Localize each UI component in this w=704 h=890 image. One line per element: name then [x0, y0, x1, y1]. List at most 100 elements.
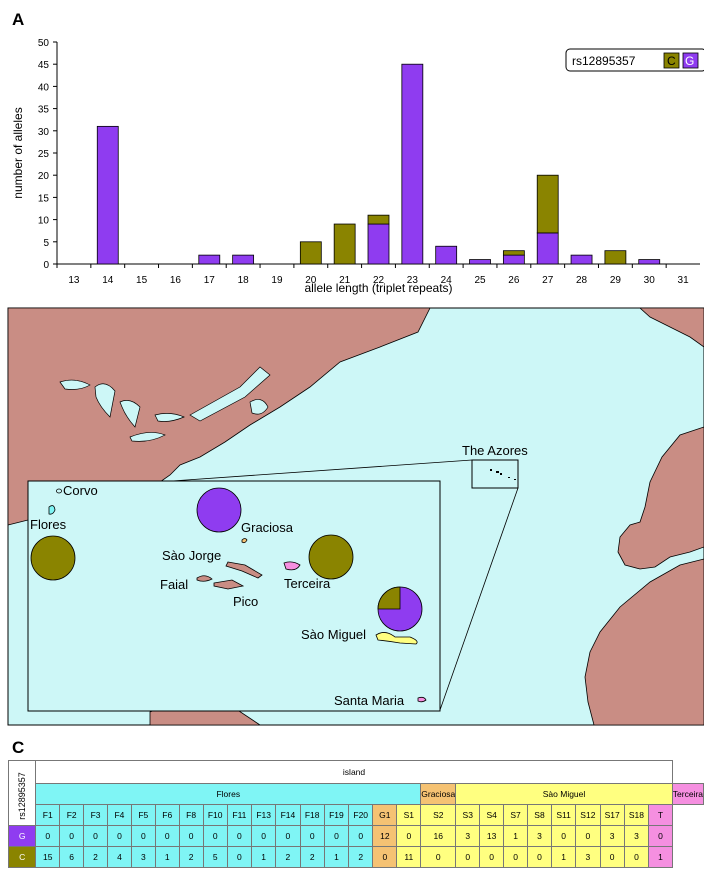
sample-header: S11 [550, 804, 577, 826]
azores-region-label: The Azores [462, 443, 528, 458]
count-cell: 1 [323, 846, 350, 868]
x-tick-label: 26 [508, 275, 520, 286]
x-tick-label: 19 [271, 275, 283, 286]
sample-header: S1 [396, 804, 422, 826]
sample-header: S3 [455, 804, 481, 826]
island-sao-miguel [375, 632, 418, 645]
y-tick-label: 20 [38, 171, 50, 182]
x-tick-label: 25 [474, 275, 486, 286]
x-tick-label: 22 [373, 275, 385, 286]
island-group-s-o-miguel: Sào Miguel [455, 783, 673, 805]
sample-header: F8 [178, 804, 204, 826]
count-cell: 0 [420, 846, 457, 868]
allele-cell: G [7, 825, 37, 847]
sample-header: G1 [372, 804, 398, 826]
azores-map: The Azores Corvo Flores Graciosa Sào Jor… [7, 307, 704, 726]
bar-g-24 [435, 245, 458, 265]
bar-g-28 [570, 254, 593, 265]
row-header-cell: rs12895357 [7, 760, 37, 826]
count-cell: 0 [299, 825, 325, 847]
legend-title: rs12895357 [572, 54, 636, 68]
bar-g-30 [638, 259, 661, 265]
island-terceira [283, 561, 301, 571]
x-tick-label: 28 [576, 275, 588, 286]
count-cell: 1 [648, 846, 673, 868]
count-cell: 2 [299, 846, 325, 868]
row-header-label: rs12895357 [17, 772, 27, 820]
st-lawrence [189, 366, 271, 422]
x-axis-label: allele length (triplet repeats) [304, 281, 452, 295]
bar-g-17 [198, 254, 221, 265]
allele-cell: C [7, 846, 37, 868]
gulf-inlet [249, 399, 269, 415]
sample-header: S2 [420, 804, 457, 826]
sample-header: F3 [83, 804, 108, 826]
sample-header: F19 [323, 804, 350, 826]
africa-landmass [584, 558, 704, 726]
count-cell: 0 [178, 825, 204, 847]
pie-graciosa [196, 487, 242, 533]
sample-header: F1 [35, 804, 61, 826]
island-pico [213, 579, 245, 590]
genotype-table: rs12895357 island Flores Graciosa Sào Migu… [7, 760, 704, 868]
bar-c-26 [502, 250, 525, 256]
label-sao-miguel: Sào Miguel [301, 627, 366, 642]
sample-header: T [648, 804, 673, 826]
count-cell: 3 [623, 825, 650, 847]
bar-c-29 [604, 250, 627, 265]
count-cell: 0 [396, 825, 422, 847]
island-group-graciosa: Graciosa [420, 783, 457, 805]
count-cell: 1 [550, 846, 577, 868]
count-cell: 3 [575, 846, 601, 868]
count-cell: 0 [372, 846, 398, 868]
x-tick-label: 18 [238, 275, 250, 286]
bar-g-23 [401, 63, 424, 265]
allele-length-chart: 0 5 10 15 20 25 30 35 40 45 50 13 14 15 16 17 18 19 20 21 22… [11, 38, 704, 295]
label-sao-jorge: Sào Jorge [162, 548, 221, 563]
label-santa-maria: Santa Maria [334, 693, 405, 708]
x-tick-label: 14 [102, 275, 114, 286]
x-tick-label: 30 [644, 275, 656, 286]
table-row-g: G 0 0 0 0 0 0 0 0 0 0 0 0 0 0 12 0 16 3 13 1 3 0 0 3 3 0 [7, 825, 704, 847]
sample-header: F5 [130, 804, 156, 826]
azores-locator-dots [490, 469, 516, 480]
sample-header: S4 [479, 804, 505, 826]
panel-label-a: A [12, 10, 25, 29]
sample-header: F2 [59, 804, 85, 826]
great-lakes [59, 379, 185, 442]
sample-header: F10 [202, 804, 228, 826]
y-axis-label: number of alleles [11, 107, 25, 198]
count-cell: 12 [372, 825, 398, 847]
count-cell: 13 [479, 825, 505, 847]
y-tick-label: 30 [38, 127, 50, 138]
count-cell: 2 [178, 846, 204, 868]
y-tick-label: 10 [38, 216, 50, 227]
count-cell: 0 [251, 825, 277, 847]
island-corvo [56, 488, 62, 494]
sample-header: F4 [106, 804, 132, 826]
sample-header: F14 [275, 804, 301, 826]
count-cell: 0 [575, 825, 601, 847]
bar-g-18 [232, 254, 255, 265]
label-corvo: Corvo [63, 483, 98, 498]
azores-locator-box [471, 459, 519, 489]
count-cell: 3 [130, 846, 156, 868]
sample-header: F13 [251, 804, 277, 826]
count-cell: 16 [420, 825, 457, 847]
count-cell: 0 [503, 846, 529, 868]
sample-header: F6 [154, 804, 180, 826]
count-cell: 3 [455, 825, 481, 847]
x-tick-label: 21 [339, 275, 351, 286]
y-tick-label: 50 [38, 38, 50, 49]
sample-row: F1 F2 F3 F4 F5 F6 F8 F10 F11 F13 F14 F18 F19 F20 G1 S1 S… [9, 804, 704, 826]
pie-terceira [308, 534, 354, 580]
count-cell: 6 [59, 846, 85, 868]
count-cell: 0 [527, 846, 552, 868]
x-tick-label: 13 [68, 275, 80, 286]
island-group-flores: Flores [35, 783, 422, 805]
island-faial [196, 575, 213, 582]
count-cell: 11 [396, 846, 422, 868]
sample-header: F11 [226, 804, 253, 826]
y-tick-label: 15 [38, 193, 50, 204]
count-cell: 0 [154, 825, 180, 847]
